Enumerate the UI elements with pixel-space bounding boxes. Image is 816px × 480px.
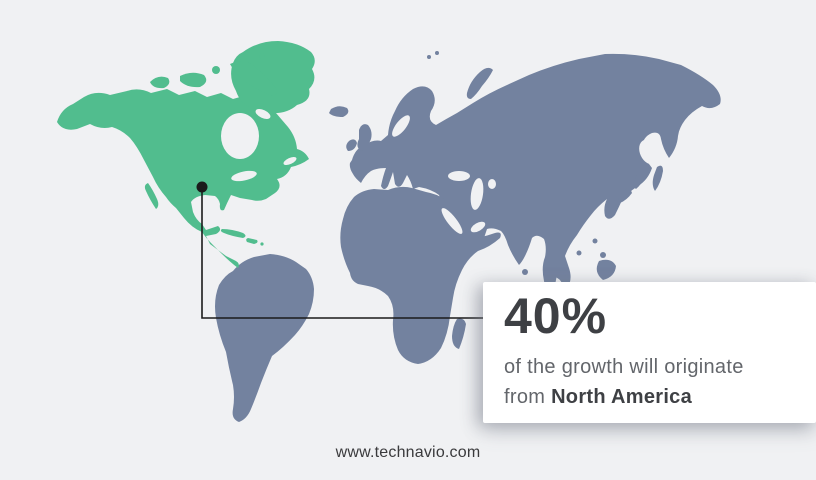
- great-lakes: [231, 170, 257, 182]
- path-victoria-island: [180, 72, 207, 88]
- path-svalbard-2: [435, 51, 439, 55]
- callout-region-name: North America: [551, 386, 693, 408]
- connector: [196, 181, 484, 319]
- path-taiwan: [592, 238, 598, 244]
- location-marker-dot: [196, 181, 208, 193]
- sea-of-okhotsk: [639, 139, 659, 165]
- region-north-america: [57, 41, 315, 268]
- hudson-strait: [255, 109, 271, 119]
- path-japan-main: [618, 188, 632, 203]
- path-svalbard: [427, 55, 431, 59]
- aral-sea: [488, 179, 496, 189]
- path-baffin-island: [230, 61, 277, 96]
- region-rest-of-world: [215, 51, 721, 422]
- callout-line1: of the growth will originate: [504, 356, 744, 378]
- path-arctic-islet-2: [259, 53, 265, 59]
- path-japan-south: [605, 204, 618, 214]
- callout-line2-prefix: from: [504, 386, 552, 408]
- callout-percentage: 40%: [504, 288, 608, 344]
- hudson-bay: [221, 113, 259, 159]
- path-arctic-islet-1: [212, 66, 220, 74]
- path-hispaniola: [246, 238, 258, 244]
- path-cuba: [220, 229, 246, 238]
- path-iceland: [329, 106, 349, 117]
- path-sakhalin: [652, 165, 663, 191]
- caspian-sea: [470, 178, 484, 210]
- path-japan-north: [633, 172, 645, 189]
- path-eurasia: [349, 53, 721, 300]
- callout-line2: from North America: [504, 382, 816, 412]
- path-madagascar: [452, 318, 466, 349]
- path-philippines-1: [600, 252, 606, 258]
- callout-card: 40% of the growth will originate from No…: [483, 282, 816, 423]
- website-url: www.technavio.com: [335, 444, 481, 461]
- connector-line: [201, 187, 484, 319]
- path-greenland: [231, 41, 315, 115]
- path-africa: [340, 186, 501, 364]
- path-baja-california: [144, 183, 159, 209]
- path-united-kingdom: [357, 124, 372, 151]
- persian-gulf: [470, 221, 486, 233]
- path-sumatra: [544, 261, 570, 283]
- baltic-sea: [392, 115, 410, 137]
- sea-overlays: [221, 109, 659, 234]
- path-novaya-zemlya: [466, 67, 493, 99]
- path-north-america-mainland: [57, 89, 309, 268]
- path-borneo: [596, 259, 616, 280]
- black-sea: [448, 171, 470, 181]
- path-sri-lanka: [522, 269, 528, 275]
- path-puerto-rico: [260, 242, 264, 246]
- path-hainan: [576, 250, 582, 256]
- gulf-of-st-lawrence: [283, 156, 297, 166]
- path-south-america: [215, 254, 314, 422]
- path-banks-island: [150, 76, 170, 89]
- path-ireland: [346, 139, 357, 151]
- red-sea: [441, 208, 463, 234]
